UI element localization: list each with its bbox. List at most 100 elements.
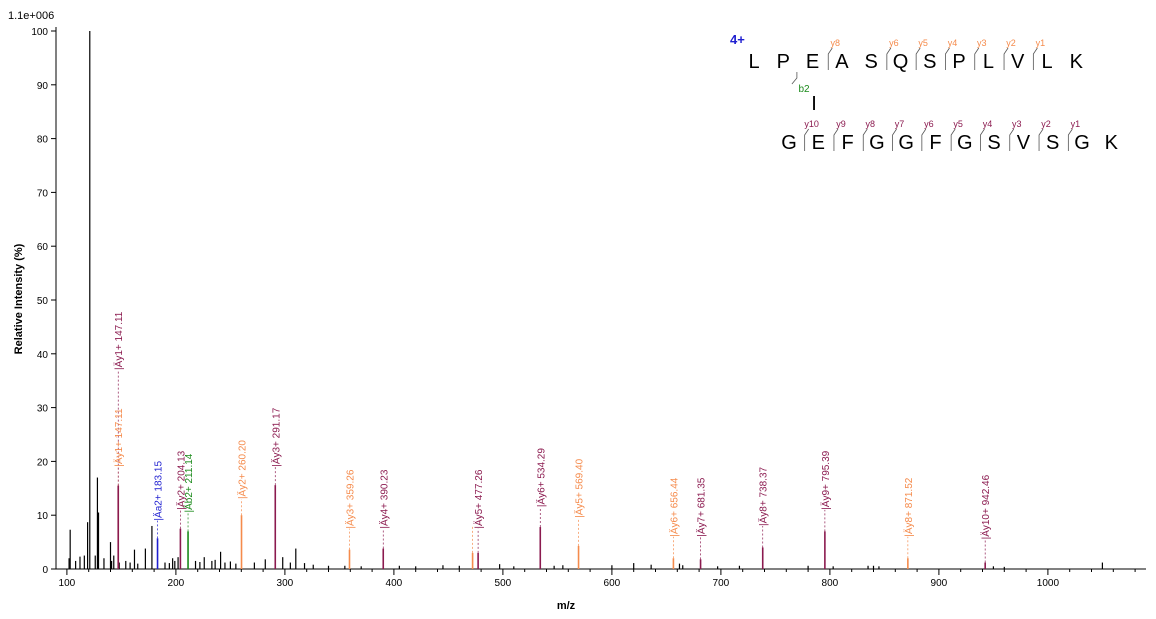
x-tick-label: 1000 <box>1037 578 1060 589</box>
b-ion-label: b2 <box>798 84 810 95</box>
peptide-2-cleavage-mark <box>833 128 839 151</box>
x-tick-label: 500 <box>495 578 512 589</box>
y-tick-label: 0 <box>42 565 48 576</box>
peptide-1-cleavage-mark <box>974 47 980 70</box>
ion-label: |Äy2+ 204.13 <box>175 450 187 509</box>
peptide-2-y-label: y2 <box>1041 119 1051 129</box>
peptide-2-residue: F <box>929 132 941 154</box>
ion-label: |Äy3+ 359.26 <box>344 469 356 528</box>
peptide-1-y-label: y4 <box>948 38 958 48</box>
x-tick-label: 400 <box>386 578 403 589</box>
x-tick-label: 600 <box>604 578 621 589</box>
y-tick-label: 60 <box>37 242 49 253</box>
ion-label: |Äy6+ 656.44 <box>668 477 680 536</box>
x-tick-label: 200 <box>168 578 185 589</box>
peptide-2-cleavage-mark <box>980 128 985 151</box>
peptide-1-residue: S <box>865 51 878 73</box>
x-tick-label: 100 <box>59 578 76 589</box>
peptide-1-residue: A <box>835 51 849 73</box>
peptide-1-residue: E <box>806 51 819 73</box>
charge-state: 4+ <box>730 32 745 47</box>
ion-label: |Äy8+ 738.37 <box>758 466 770 525</box>
peptide-2-cleavage-mark <box>804 128 809 151</box>
ion-label: |Äb2+ 211.14 <box>183 453 195 512</box>
b-ion-cleavage-mark <box>791 72 798 85</box>
y-tick-label: 50 <box>37 296 49 307</box>
x-tick-label: 900 <box>931 578 948 589</box>
peptide-1-cleavage-mark <box>1003 47 1009 70</box>
y-tick-label: 80 <box>37 135 49 146</box>
peptide-1-cleavage-mark <box>886 47 892 70</box>
y-tick-label: 40 <box>37 350 49 361</box>
peptide-1-residue: L <box>748 51 759 73</box>
peptide-2-residue: G <box>957 132 973 154</box>
peptide-1-residue: P <box>777 51 790 73</box>
ion-label: |Äy2+ 260.20 <box>237 440 249 499</box>
peptide-1-y-label: y8 <box>830 38 840 48</box>
ion-label: |Äy1+ 147.11 <box>113 408 125 467</box>
peptide-1-y-label: y2 <box>1006 38 1016 48</box>
peptide-2-residue: G <box>898 132 914 154</box>
y-tick-label: 90 <box>37 81 49 92</box>
ion-label: |Äy6+ 534.29 <box>535 448 547 507</box>
peptide-2-y-label: y5 <box>953 119 963 129</box>
peptide-2-residue: S <box>987 132 1000 154</box>
ion-label: |Äy4+ 390.23 <box>378 469 390 528</box>
peptide-2-residue: E <box>812 132 825 154</box>
peptide-2-cleavage-mark <box>892 128 897 151</box>
peptide-2-residue: S <box>1046 132 1059 154</box>
peptide-2-cleavage-mark <box>921 128 927 151</box>
y-axis-label: Relative Intensity (%) <box>13 243 25 354</box>
peptide-1-y-label: y3 <box>977 38 987 48</box>
peptide-1-y-label: y1 <box>1036 38 1046 48</box>
peptide-2-y-label: y4 <box>983 119 993 129</box>
peptide-1-residue: K <box>1070 51 1084 73</box>
ion-labels-layer: |Äy1+ 147.11 |Äy1+ 147.11 |Äa2+ 183.15 |Äy2… <box>113 311 992 539</box>
peptide-1-residue: L <box>1041 51 1052 73</box>
ion-label: |Äy7+ 681.35 <box>696 477 708 536</box>
ion-label: |Äa2+ 183.15 <box>153 461 165 521</box>
peptide-2-y-label: y3 <box>1012 119 1022 129</box>
y-tick-label: 10 <box>37 511 49 522</box>
ion-label: |Äy9+ 795.39 <box>820 450 832 509</box>
x-axis-label: m/z <box>557 600 576 612</box>
y-tick-label: 30 <box>37 404 49 415</box>
x-tick-label: 300 <box>277 578 294 589</box>
peaks-layer <box>68 31 1104 569</box>
peptide-1-residue: V <box>1011 51 1025 73</box>
peptide-2-residue: G <box>1074 132 1090 154</box>
peptide-2-y-label: y7 <box>895 119 905 129</box>
peptide-2-y-label: y10 <box>804 119 819 129</box>
x-tick-label: 700 <box>713 578 730 589</box>
ion-label: |Äy3+ 291.17 <box>270 407 282 466</box>
peptide-1-cleavage-mark <box>945 47 950 70</box>
peptide-2-residue: V <box>1017 132 1031 154</box>
crosslink-symbol: I <box>811 93 817 115</box>
peptide-1-residue: Q <box>893 51 909 73</box>
y-tick-label: 100 <box>31 27 48 38</box>
peptide-1-residue: P <box>952 51 965 73</box>
peptide-2-cleavage-mark <box>1067 128 1073 151</box>
peptide-2-residue: K <box>1105 132 1119 154</box>
peptide-1-cleavage-mark <box>827 47 833 70</box>
y-tick-label: 70 <box>37 188 49 199</box>
peptide-1-residue: S <box>923 51 936 73</box>
peptide-2-cleavage-mark <box>1009 128 1015 151</box>
peptide-2-residue: G <box>869 132 885 154</box>
peptide-2-residue: F <box>841 132 853 154</box>
ion-label: |Äy5+ 477.26 <box>473 469 485 528</box>
peptide-1-cleavage-mark <box>915 47 921 70</box>
peptide-1-cleavage-mark <box>1032 47 1038 70</box>
peptide-2-residue: G <box>781 132 797 154</box>
peptide-2-cleavage-mark <box>1038 128 1044 151</box>
ion-label: |Äy1+ 147.11 <box>113 311 125 370</box>
intensity-scale-label: 1.1e+006 <box>8 10 54 22</box>
y-tick-label: 20 <box>37 457 49 468</box>
peptide-2-y-label: y8 <box>865 119 875 129</box>
peptide-2-y-label: y9 <box>836 119 846 129</box>
axes: 0 10 20 30 40 50 60 70 80 90 100 100 200 300 400 500 600… <box>31 27 1146 589</box>
peptide-2-y-label: y1 <box>1071 119 1081 129</box>
x-tick-label: 800 <box>822 578 839 589</box>
